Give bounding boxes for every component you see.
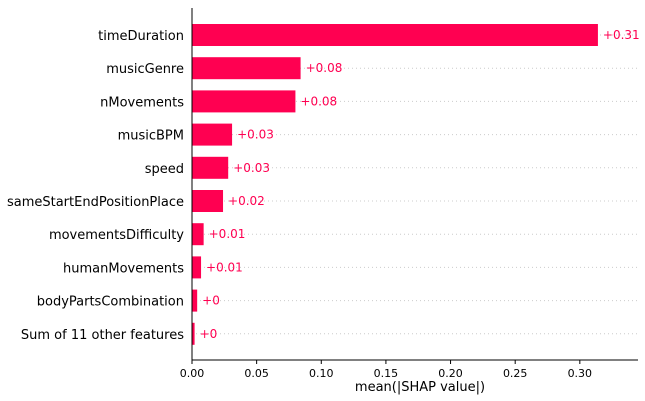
x-tick-label: 0.00 <box>180 367 205 380</box>
category-label: timeDuration <box>98 29 184 44</box>
bar <box>192 57 301 80</box>
category-label: humanMovements <box>63 261 184 276</box>
category-label: movementsDifficulty <box>49 228 184 243</box>
x-tick-label: 0.10 <box>309 367 334 380</box>
x-tick-label: 0.20 <box>438 367 463 380</box>
bar <box>192 156 229 179</box>
bar <box>192 90 296 113</box>
value-label: +0.03 <box>233 161 270 175</box>
category-label: musicGenre <box>106 62 184 77</box>
bar <box>192 123 233 146</box>
bar <box>192 322 195 345</box>
category-label: musicBPM <box>118 129 184 144</box>
value-label: +0.31 <box>603 28 640 42</box>
category-labels: timeDuration musicGenre nMovements musicBPM… <box>7 29 184 343</box>
value-labels: +0.31 +0.08 +0.08 +0.03 +0.03 +0.02 +0.01 +0.01… <box>200 28 640 341</box>
bar <box>192 256 202 279</box>
category-label: sameStartEndPositionPlace <box>7 195 184 210</box>
value-label: +0.03 <box>237 128 274 142</box>
category-label: nMovements <box>100 95 184 110</box>
value-label: +0.02 <box>228 194 265 208</box>
x-ticks: 0.00 0.05 0.10 0.15 0.20 0.25 0.30 <box>180 360 592 380</box>
bar <box>192 190 224 212</box>
value-label: +0.08 <box>300 94 337 108</box>
x-axis-label: mean(|SHAP value|) <box>355 380 485 395</box>
value-label: +0.01 <box>206 260 243 274</box>
grid-lines <box>192 34 638 335</box>
x-tick-label: 0.05 <box>244 367 269 380</box>
category-label: Sum of 11 other features <box>21 328 184 343</box>
category-label: bodyPartsCombination <box>37 295 184 310</box>
value-label: +0.08 <box>306 61 343 75</box>
value-label: +0.01 <box>209 227 246 241</box>
bar <box>192 223 204 246</box>
x-tick-label: 0.30 <box>568 367 593 380</box>
value-label: +0 <box>202 294 220 308</box>
x-tick-label: 0.25 <box>503 367 528 380</box>
value-label: +0 <box>200 327 218 341</box>
bars <box>192 24 598 345</box>
x-tick-label: 0.15 <box>374 367 399 380</box>
category-label: speed <box>145 162 184 177</box>
bar <box>192 24 598 46</box>
bar <box>192 289 198 312</box>
